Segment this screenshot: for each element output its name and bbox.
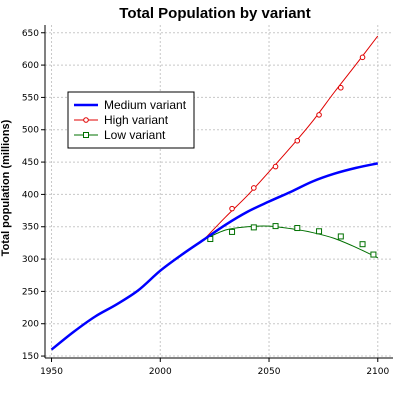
- y-tick-label: 500: [22, 126, 39, 136]
- high-variant-point: [229, 205, 235, 212]
- y-tick-label: 250: [22, 287, 39, 297]
- x-tick-label: 1950: [40, 367, 63, 377]
- y-tick-label: 450: [22, 158, 39, 168]
- chart-title: Total Population by variant: [119, 5, 310, 22]
- low-variant-point: [316, 228, 323, 235]
- low-variant-point: [229, 228, 236, 235]
- y-tick-label: 600: [22, 61, 39, 71]
- grid-layer: [45, 25, 393, 358]
- low-variant-legend-label: Low variant: [104, 128, 166, 142]
- y-tick-label: 200: [22, 320, 39, 330]
- high-variant-legend-label: High variant: [104, 113, 169, 127]
- y-tick-label: 300: [22, 255, 39, 265]
- y-tick-label: 350: [22, 223, 39, 233]
- high-variant-point: [251, 185, 257, 191]
- y-axis-label: Total population (millions): [0, 119, 12, 256]
- medium-variant-series: [50, 162, 379, 351]
- y-tick-label: 650: [22, 29, 39, 39]
- high-variant-series: [203, 35, 379, 241]
- x-tick-label: 2050: [258, 367, 281, 377]
- high-variant-point: [294, 137, 301, 144]
- low-variant-line: [203, 225, 378, 259]
- low-variant-point: [370, 251, 377, 258]
- low-variant-series: [203, 223, 378, 259]
- y-tick-label: 150: [22, 352, 39, 362]
- low-variant-point: [250, 224, 257, 231]
- medium-variant-legend-label: Medium variant: [104, 98, 187, 112]
- high-variant-point: [359, 54, 366, 61]
- y-tick-label: 550: [22, 93, 39, 103]
- low-variant-point: [272, 223, 279, 230]
- high-variant-point: [338, 84, 344, 91]
- low-variant-legend-marker: [83, 132, 89, 138]
- low-variant-point: [294, 225, 301, 232]
- low-variant-point: [337, 233, 344, 240]
- x-tick-label: 2000: [149, 367, 172, 377]
- y-tick-label: 400: [22, 190, 39, 200]
- high-variant-point: [316, 112, 322, 118]
- axes: 150 200 250 300 350 400 450 500 550 600 650 1950 200…: [22, 25, 393, 377]
- low-variant-point: [359, 241, 366, 248]
- high-variant-legend-marker: [83, 117, 89, 123]
- medium-variant-line: [50, 162, 379, 351]
- x-tick-label: 2100: [366, 367, 389, 377]
- series-layer: [50, 35, 379, 351]
- high-variant-point: [272, 163, 279, 170]
